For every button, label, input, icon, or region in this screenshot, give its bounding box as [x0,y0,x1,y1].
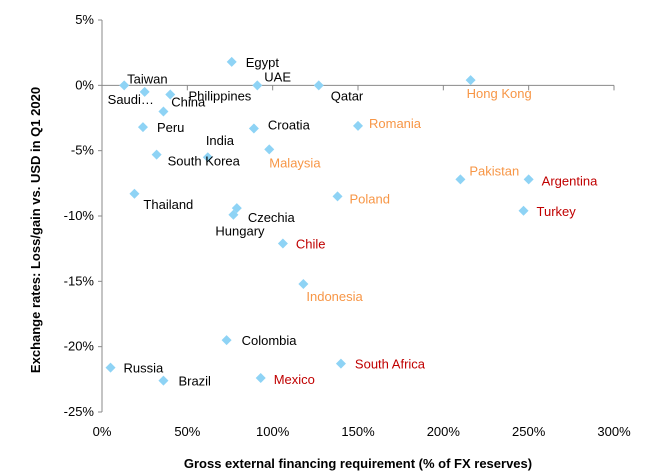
x-tick-label: 100% [256,424,290,439]
data-label: Taiwan [127,71,167,86]
data-label: Indonesia [306,289,363,304]
data-point [202,152,213,163]
data-label: Qatar [331,88,364,103]
data-point [221,335,232,346]
data-point [151,149,162,160]
data-point [353,120,363,131]
data-label: UAE [264,69,291,84]
data-point [335,358,346,369]
x-axis-title: Gross external financing requirement (% … [184,456,532,471]
data-point [277,238,288,249]
data-label: Mexico [274,372,315,387]
data-label: Poland [350,191,390,206]
x-tick-label: 300% [597,424,631,439]
data-label: India [206,133,235,148]
data-label: Pakistan [469,163,519,178]
data-label: Czechia [248,210,296,225]
y-tick-label: -5% [71,143,95,158]
data-label: Thailand [143,197,193,212]
data-label: Argentina [542,173,598,188]
data-point [105,362,116,373]
data-label: Philippines [188,88,251,103]
data-label: South Korea [168,154,241,169]
data-label: Egypt [246,55,280,70]
x-tick-label: 50% [174,424,200,439]
data-point [255,373,266,384]
data-label: Peru [157,120,184,135]
x-tick-label: 250% [512,424,546,439]
data-label: Turkey [537,204,577,219]
data-point [139,86,150,97]
data-point [264,144,275,155]
axes: 5% 0% -5% -10% -15% -20% -25% 0% 50% 100% 150% 200%… [64,12,631,439]
y-tick-label: -25% [64,404,95,419]
data-label: Brazil [178,374,211,389]
data-label: Colombia [242,333,298,348]
data-label: Saudi… [108,92,154,107]
data-point [228,209,239,220]
data-point [298,278,309,289]
data-point [158,375,169,386]
data-point [137,122,148,133]
data-label: Romania [369,116,422,131]
data-point [226,56,237,67]
data-label: Chile [296,236,326,251]
x-tick-label: 150% [341,424,375,439]
data-point [523,174,534,185]
data-label: China [171,94,206,109]
data-point [313,80,324,91]
data-point [248,123,259,134]
data-label: Croatia [268,117,311,132]
y-tick-label: -10% [64,208,95,223]
y-tick-label: 5% [75,12,94,27]
y-tick-label: -15% [64,273,95,288]
data-point [455,174,466,185]
data-point [518,205,529,216]
data-point [252,80,263,91]
data-point [119,80,130,91]
data-point [332,191,343,202]
y-tick-label: 0% [75,77,94,92]
data-label: Russia [124,361,165,376]
y-axis-title: Exchange rates: Loss/gain vs. USD in Q1 … [28,87,43,373]
data-point [465,75,476,86]
data-point [165,89,176,100]
data-label: Hong Kong [467,86,532,101]
data-label: South Africa [355,357,426,372]
data-point [158,106,169,117]
data-label: Malaysia [269,155,321,170]
data-point [129,188,140,199]
x-tick-label: 0% [93,424,112,439]
x-tick-label: 200% [427,424,461,439]
y-tick-label: -20% [64,339,95,354]
data-label: Hungary [215,224,265,239]
